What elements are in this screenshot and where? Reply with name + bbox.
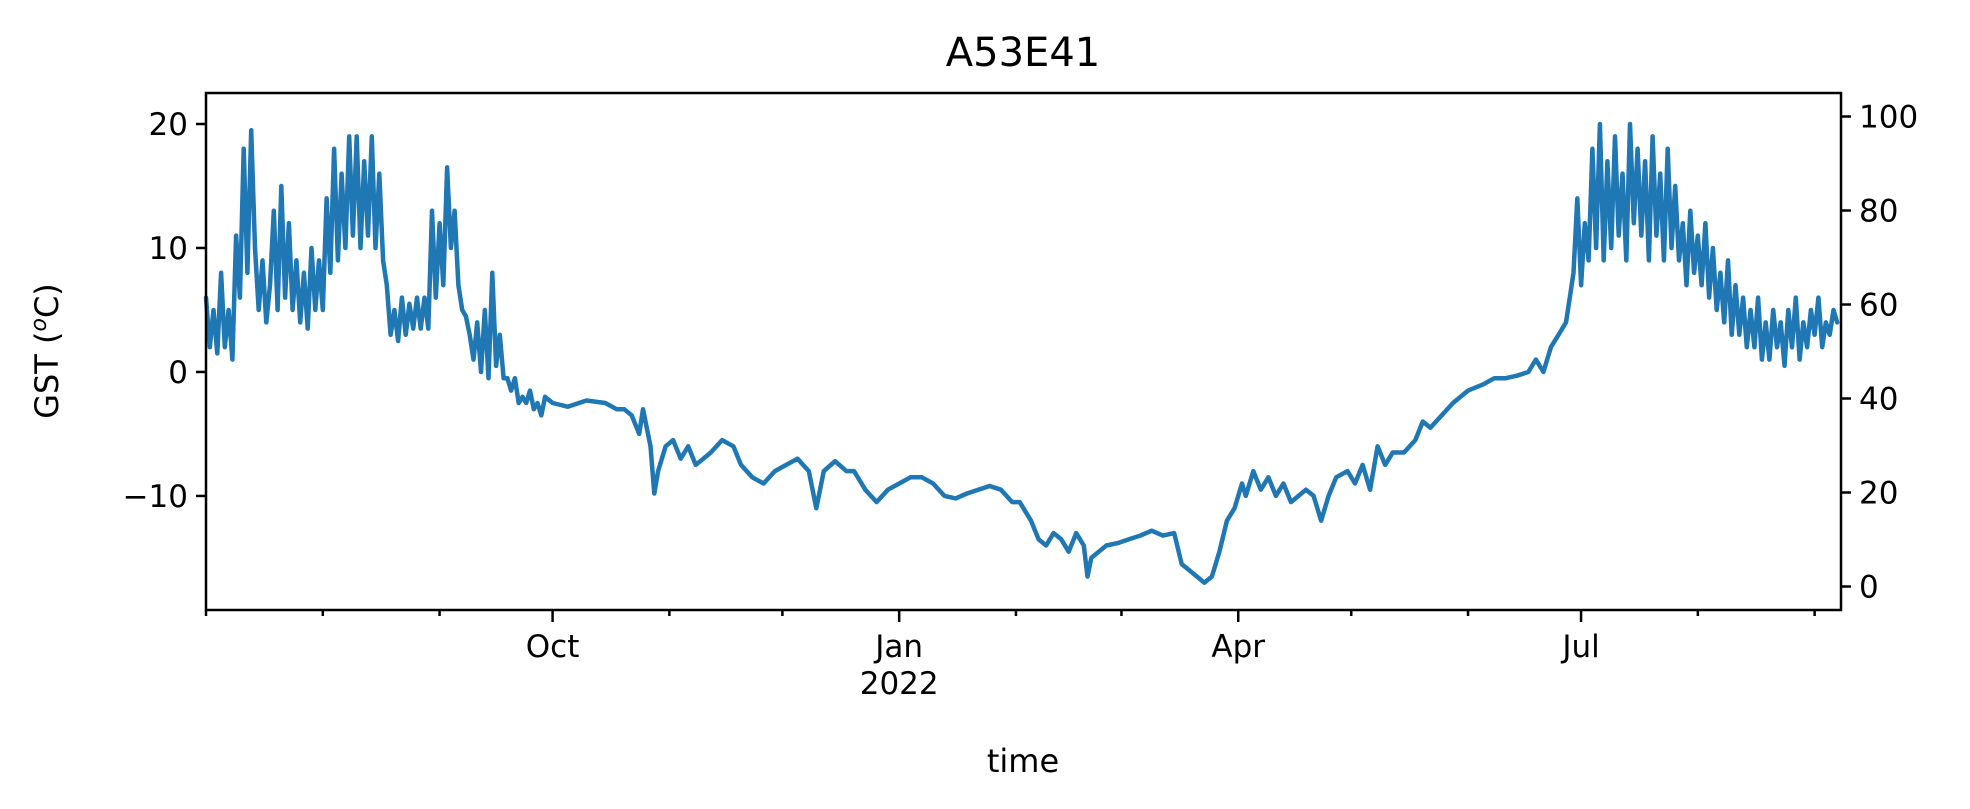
series-line	[203, 121, 1840, 585]
y2-tick-label: 80	[1859, 194, 1898, 230]
y2-tick-label: 60	[1859, 288, 1898, 324]
x-tick-label: Jan	[873, 629, 923, 665]
y-axis-label-main: GST (	[28, 331, 66, 418]
y-tick-label: −10	[123, 479, 188, 515]
y2-tick-label: 0	[1859, 570, 1879, 606]
y-axis-label: GST (oC)	[27, 283, 66, 419]
y-tick-label: 0	[168, 355, 188, 391]
x-axis-label: time	[987, 742, 1059, 780]
y-axis: 20 10 0 −10	[123, 107, 206, 515]
y-tick-label: 10	[149, 231, 188, 267]
y-tick-label: 20	[149, 107, 188, 143]
y2-tick-label: 40	[1859, 382, 1898, 418]
plot-area	[203, 91, 1843, 612]
x-tick-label: Jul	[1560, 629, 1599, 665]
y-axis-label-unit: C)	[28, 283, 66, 318]
x-tick-label: Apr	[1211, 629, 1265, 665]
y-axis-label-superscript: o	[27, 318, 52, 331]
x-tick-year-label: 2022	[860, 666, 939, 702]
y-axis-secondary: 100 80 60 40 20 0	[1841, 100, 1918, 606]
chart-title: A53E41	[946, 30, 1100, 76]
x-tick-label: Oct	[526, 629, 580, 665]
axes-frame	[204, 91, 1843, 612]
y2-tick-label: 20	[1859, 476, 1898, 512]
y2-tick-label: 100	[1859, 100, 1918, 136]
